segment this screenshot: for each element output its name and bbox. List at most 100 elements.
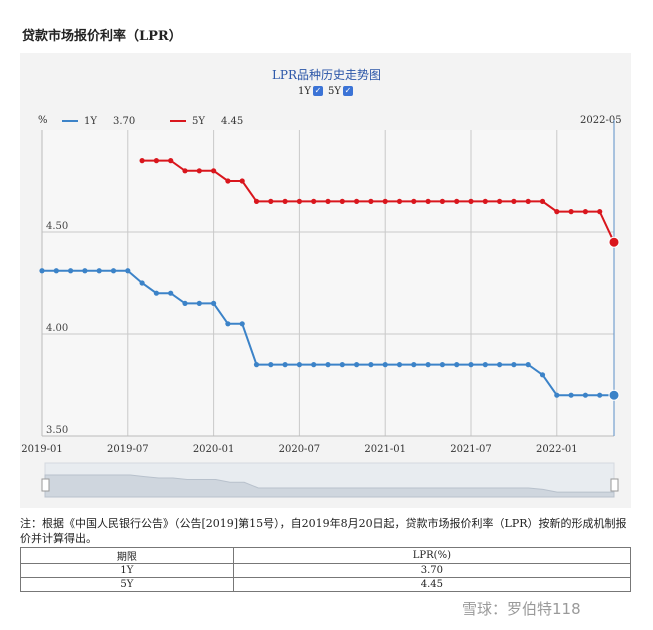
data-point-1y <box>268 362 274 368</box>
y-tick-label: 4.00 <box>46 323 68 334</box>
data-point-5y <box>239 178 245 184</box>
data-point-5y <box>382 198 388 204</box>
data-point-5y <box>482 198 488 204</box>
data-point-1y <box>168 290 174 296</box>
data-point-1y <box>282 362 288 368</box>
data-point-1y <box>139 280 145 286</box>
table-row: 1Y 3.70 <box>20 563 632 578</box>
data-point-1y <box>82 268 88 274</box>
table-header-term: 期限 <box>20 547 234 564</box>
toggle-1y[interactable]: 1Y ✓ <box>298 85 323 97</box>
data-point-5y <box>468 198 474 204</box>
data-point-5y <box>253 198 260 204</box>
toggle-1y-label: 1Y <box>298 85 311 97</box>
data-point-1y <box>411 362 417 368</box>
data-point-1y <box>239 321 245 327</box>
data-point-1y <box>339 362 345 368</box>
data-point-5y <box>211 168 217 174</box>
x-tick-label: 2021-07 <box>450 444 492 455</box>
y-unit-label: % <box>38 115 48 126</box>
x-tick-label: 2021-01 <box>364 444 406 455</box>
data-point-5y <box>454 198 460 204</box>
data-point-1y <box>110 268 117 274</box>
legend-1y-swatch-icon <box>62 120 78 122</box>
data-point-1y <box>497 362 503 368</box>
x-tick-label: 2019-07 <box>107 444 149 455</box>
checkbox-1y-icon[interactable]: ✓ <box>312 86 323 96</box>
data-point-5y <box>539 198 546 204</box>
data-point-1y <box>125 268 131 274</box>
data-point-1y <box>582 392 589 398</box>
data-point-5y <box>282 198 288 204</box>
data-point-1y <box>482 362 488 368</box>
legend-item-5y[interactable]: 5Y 4.45 <box>170 115 243 127</box>
data-point-5y <box>568 209 574 215</box>
data-point-1y <box>396 362 403 368</box>
x-tick-label: 2022-01 <box>536 444 578 455</box>
data-point-5y <box>425 198 431 204</box>
data-point-1y <box>53 268 59 274</box>
data-point-1y <box>425 362 431 368</box>
range-handle-left-icon[interactable] <box>41 478 50 492</box>
data-point-5y <box>311 198 317 204</box>
data-point-5y <box>439 198 445 204</box>
data-point-5y <box>582 209 589 215</box>
table-row: 5Y 4.45 <box>20 577 632 592</box>
crosshair-date: 2022-05 <box>580 115 622 126</box>
rate-table: 期限 LPR(%) 1Y 3.70 5Y 4.45 <box>20 547 632 592</box>
range-handle-right-icon[interactable] <box>610 478 619 492</box>
legend-5y-label: 5Y <box>192 115 205 127</box>
data-point-1y <box>511 362 517 368</box>
line-chart[interactable]: 3.50 4.00 4.50 2019-01 2019-07 2020-01 2020-07… <box>0 0 653 510</box>
toggle-5y[interactable]: 5Y ✓ <box>328 85 353 97</box>
data-point-5y <box>396 198 403 204</box>
x-tick-label: 2019-01 <box>21 444 63 455</box>
data-point-1y <box>382 362 388 368</box>
data-point-1y <box>225 321 231 327</box>
legend-1y-label: 1Y <box>84 115 97 127</box>
toggle-5y-label: 5Y <box>328 85 341 97</box>
checkbox-5y-icon[interactable]: ✓ <box>342 86 353 96</box>
plot-area <box>42 130 614 436</box>
data-point-1y <box>153 290 159 296</box>
data-point-1y <box>525 362 531 368</box>
data-point-5y <box>339 198 345 204</box>
data-point-5y <box>608 236 620 248</box>
watermark: 雪球：罗伯特118 <box>462 600 581 618</box>
data-point-1y <box>468 362 474 368</box>
data-point-5y <box>325 198 331 204</box>
data-point-1y <box>568 392 574 398</box>
data-point-5y <box>196 168 202 174</box>
footnote: 注：根据《中国人民银行公告》（公告[2019]第15号），自2019年8月20日… <box>20 517 627 545</box>
data-point-1y <box>439 362 445 368</box>
data-point-1y <box>68 268 74 274</box>
data-point-1y <box>211 300 217 306</box>
data-point-1y <box>39 268 45 274</box>
data-point-1y <box>368 362 374 368</box>
table-cell-rate: 3.70 <box>232 563 632 578</box>
data-point-1y <box>325 362 331 368</box>
legend-5y-swatch-icon <box>170 120 186 122</box>
data-point-5y <box>268 198 274 204</box>
data-point-5y <box>511 198 517 204</box>
data-point-1y <box>296 362 302 368</box>
data-point-5y <box>139 158 145 164</box>
y-tick-label: 3.50 <box>46 425 68 436</box>
data-point-5y <box>497 198 503 204</box>
data-point-1y <box>182 300 188 306</box>
data-point-5y <box>525 198 531 204</box>
series-line-5y <box>142 159 615 243</box>
data-point-5y <box>597 209 603 215</box>
data-point-1y <box>96 268 102 274</box>
legend-item-1y[interactable]: 1Y 3.70 <box>62 115 135 127</box>
data-point-5y <box>554 209 560 215</box>
x-tick-label: 2020-07 <box>279 444 321 455</box>
data-point-1y <box>554 392 560 398</box>
table-cell-term: 5Y <box>20 577 234 592</box>
table-header-lpr: LPR(%) <box>232 547 632 564</box>
y-tick-label: 4.50 <box>46 221 68 232</box>
data-point-5y <box>296 198 302 204</box>
x-tick-label: 2020-01 <box>193 444 235 455</box>
data-point-5y <box>168 158 174 164</box>
data-point-1y <box>253 362 260 368</box>
